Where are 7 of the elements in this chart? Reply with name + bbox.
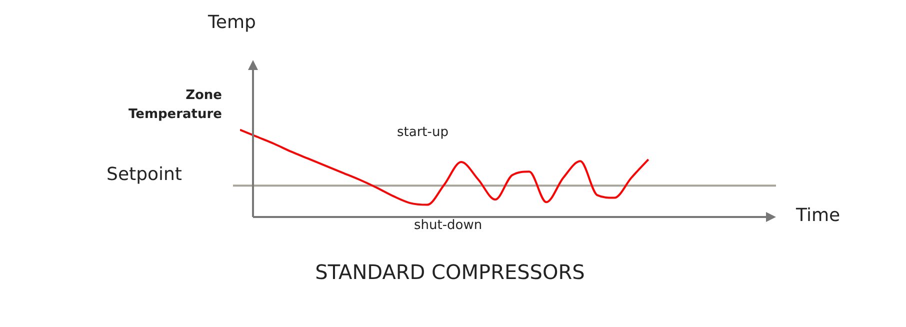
text: STANDARD COMPRESSORS [314,260,586,284]
text: shut-down [414,218,482,233]
ref-line-label: Setpoint [106,164,182,185]
text: Time [796,205,840,226]
text: Zone Temperature [128,87,222,124]
text: Temp [208,12,256,33]
annotation: start-up [397,125,448,140]
